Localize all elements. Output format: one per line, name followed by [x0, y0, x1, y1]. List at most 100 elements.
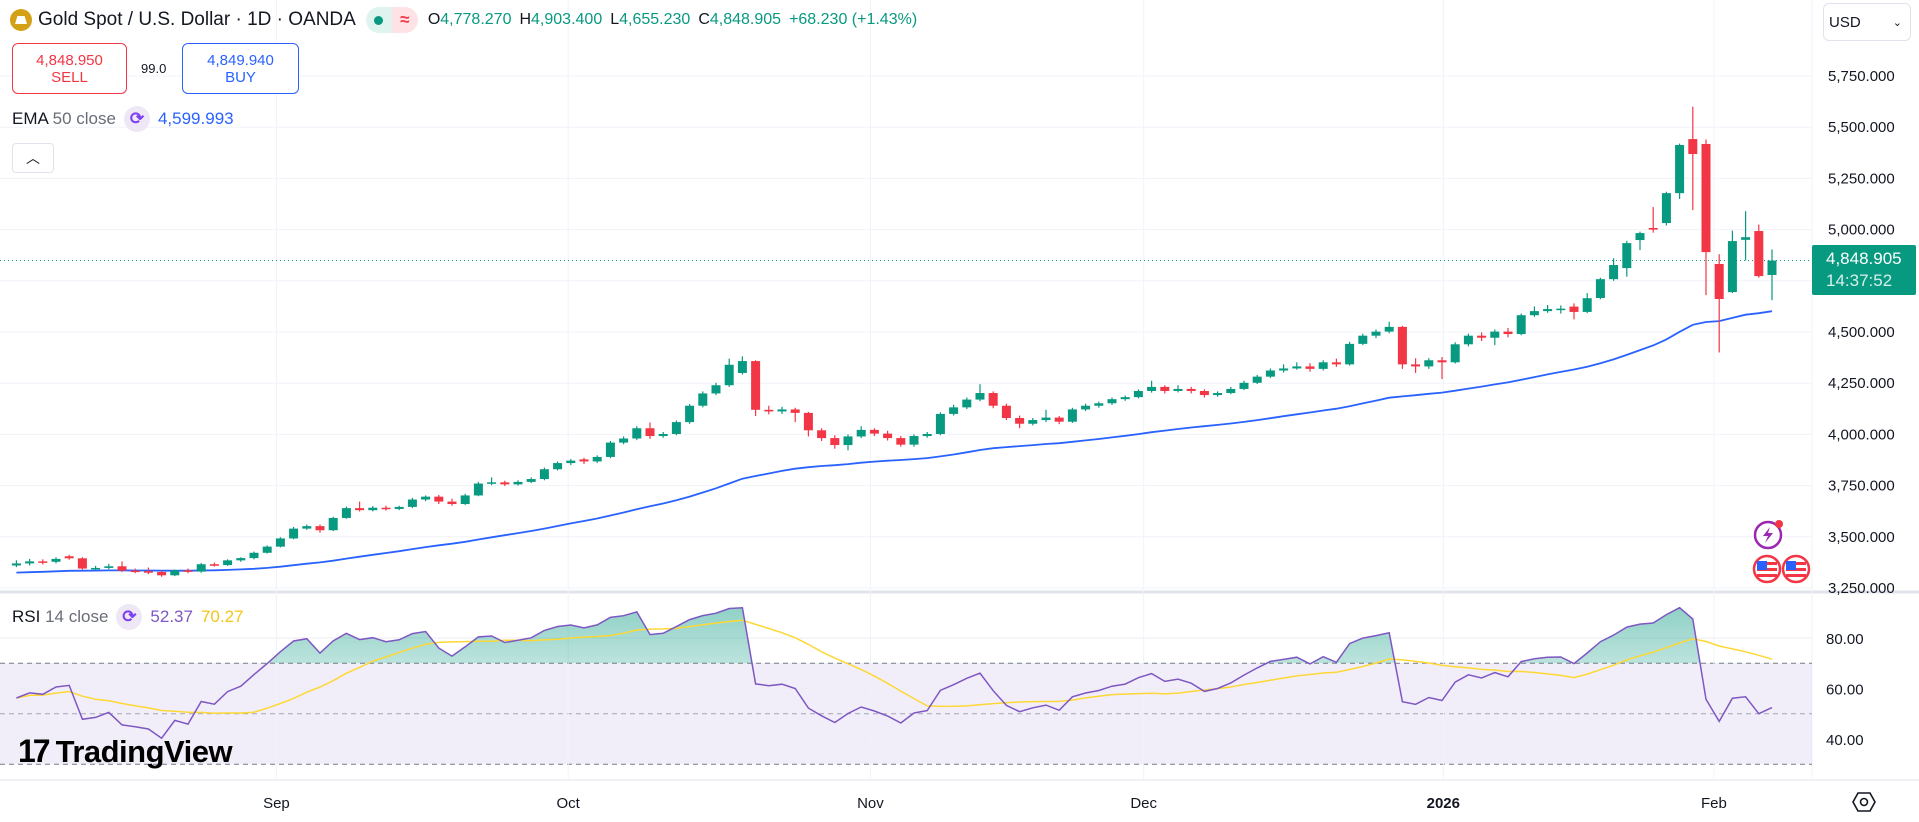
candle-body — [1213, 393, 1223, 396]
candle-body — [843, 436, 853, 446]
candle-body — [896, 438, 906, 445]
candle-body — [526, 479, 536, 482]
candle — [1199, 389, 1209, 398]
candle — [1622, 240, 1632, 277]
candle-body — [764, 409, 774, 412]
candle — [394, 505, 404, 511]
candle — [38, 559, 48, 565]
candle-body — [368, 507, 378, 511]
us-economic-events-icon[interactable] — [1751, 553, 1813, 585]
candle — [724, 358, 734, 387]
price-tick-label: 5,000.000 — [1828, 222, 1895, 239]
collapse-legend-button[interactable]: ︿ — [12, 143, 54, 173]
candle — [315, 524, 325, 533]
candle — [341, 506, 351, 519]
candle-body — [394, 506, 404, 509]
candle-body — [777, 409, 787, 412]
candle — [183, 568, 193, 574]
candle-body — [1463, 335, 1473, 345]
candle — [803, 411, 813, 437]
candle — [421, 495, 431, 502]
candle — [1503, 327, 1513, 338]
candle-body — [196, 564, 206, 572]
candle — [1331, 358, 1341, 367]
currency-select[interactable]: USD ⌄ — [1823, 3, 1911, 41]
candle-body — [1265, 370, 1275, 377]
candle-body — [830, 438, 840, 446]
candle-body — [236, 558, 246, 561]
refresh-icon[interactable]: ⟳ — [116, 604, 143, 630]
candle — [1279, 364, 1289, 373]
rsi-legend[interactable]: RSI 14 close ⟳ 52.37 70.27 — [12, 604, 244, 630]
candle-body — [949, 407, 959, 414]
candle — [1648, 207, 1658, 233]
candle-body — [1279, 368, 1289, 371]
candle — [909, 434, 919, 447]
candle — [592, 455, 602, 464]
candle — [830, 435, 840, 449]
candle — [328, 516, 338, 532]
settings-icon[interactable] — [1851, 789, 1877, 815]
rsi-tick-label: 80.00 — [1826, 631, 1864, 648]
candle-body — [249, 552, 259, 559]
candle — [777, 406, 787, 414]
symbol-title[interactable]: Gold Spot / U.S. Dollar · 1D · OANDA — [38, 9, 356, 30]
lightning-alert-icon[interactable] — [1751, 518, 1785, 552]
candle-body — [1424, 360, 1434, 367]
gold-symbol-icon — [10, 9, 32, 31]
candle — [1569, 303, 1579, 320]
candle-body — [553, 463, 563, 470]
candle-body — [1358, 335, 1368, 344]
candle — [1107, 397, 1117, 405]
candle — [1173, 385, 1183, 393]
candle-body — [1173, 388, 1183, 391]
candle-body — [1305, 366, 1315, 369]
candle-body — [1688, 139, 1698, 155]
candle — [1397, 325, 1407, 369]
refresh-icon[interactable]: ⟳ — [123, 106, 150, 132]
rsi-name: RSI — [12, 607, 41, 626]
candle-body — [605, 442, 615, 457]
candle — [658, 431, 668, 438]
candle-body — [1543, 309, 1553, 312]
price-tick-label: 5,500.000 — [1828, 119, 1895, 136]
ema-params: 50 close — [52, 109, 116, 128]
candle — [1437, 356, 1447, 380]
candle — [302, 524, 312, 530]
candle — [1041, 409, 1051, 423]
tradingview-logo-text: TradingView — [55, 733, 233, 769]
candle-body — [1503, 331, 1513, 335]
sell-button[interactable]: 4,848.950 SELL — [12, 43, 127, 94]
candle — [130, 568, 140, 574]
candle-body — [790, 409, 800, 413]
candle — [196, 563, 206, 573]
market-status-pill[interactable]: ≈ — [365, 7, 418, 33]
candle — [1688, 106, 1698, 211]
candle — [1529, 306, 1539, 317]
candle-body — [975, 393, 985, 400]
candle-body — [209, 564, 219, 566]
tradingview-logo[interactable]: 17 TradingView — [18, 733, 233, 770]
candle-body — [1516, 315, 1526, 335]
candle-body — [1041, 417, 1051, 421]
candle-body — [1199, 390, 1209, 396]
ema-legend[interactable]: EMA 50 close ⟳ 4,599.993 — [12, 106, 234, 132]
candle-body — [645, 428, 655, 437]
candle-body — [1120, 397, 1130, 400]
candle — [447, 498, 457, 506]
candle — [1371, 329, 1381, 339]
candle-body — [328, 517, 338, 531]
sell-label: SELL — [51, 68, 88, 86]
candle — [1292, 362, 1302, 370]
candle — [711, 382, 721, 396]
candle — [1714, 254, 1724, 353]
candle — [698, 391, 708, 408]
candle-body — [1160, 386, 1170, 391]
buy-button[interactable]: 4,849.940 BUY — [182, 43, 299, 94]
candle — [790, 407, 800, 423]
price-tick-label: 4,000.000 — [1828, 426, 1895, 443]
candle-body — [883, 433, 893, 439]
candle — [1133, 389, 1143, 399]
candle — [1595, 277, 1605, 300]
